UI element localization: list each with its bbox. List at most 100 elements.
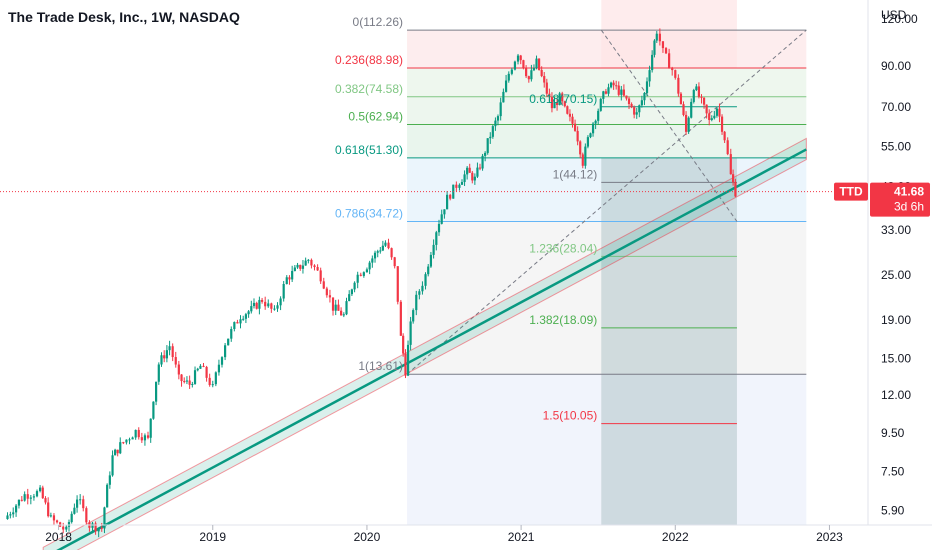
candle-body [379,250,382,252]
candle-body [288,277,291,280]
candle-body [279,298,282,306]
candle-body [690,101,693,118]
candle-body [682,104,685,115]
candle-body [591,123,595,134]
candle-body [94,523,97,532]
fib-ext-label: 1.382(18.09) [529,313,597,327]
candle-body [550,97,554,109]
candle-body [460,182,464,185]
trend-channel [42,137,807,550]
candle-body [421,285,424,292]
price-tick-label: 25.00 [881,268,911,282]
candle-body [723,131,726,141]
candle-body [247,311,250,315]
fib-ext-label: 1.236(28.04) [529,241,597,255]
price-scale[interactable]: USD 120.0090.0070.0055.0043.0033.0025.00… [867,0,932,525]
candle-body [651,54,654,71]
candle-body [322,281,325,289]
candle-body [250,306,253,312]
candle-body [458,184,461,188]
candle-body [67,522,71,527]
candle-body [155,381,158,402]
candle-body [579,141,582,155]
candle-body [220,357,224,365]
candle-body [131,437,134,440]
candle-body [359,274,362,276]
candle-body [38,487,42,492]
candle-body [484,152,487,156]
candle-body [185,380,189,382]
candle-body [440,214,443,224]
fib-ext-label: 1.5(10.05) [543,409,598,423]
candle-body [70,513,73,523]
candle-body [399,301,402,336]
candle-body [188,380,191,385]
candle-body [581,154,584,166]
candle-body [340,310,343,316]
candle-body [270,303,273,309]
candle-body [476,167,479,177]
candle-body [710,118,713,120]
fib-level-label: 0.5(62.94) [348,109,403,123]
candle-body [532,67,536,71]
candle-body [715,108,719,116]
candle-body [466,167,469,175]
time-tick-label: 2021 [508,530,535,544]
candle-body [729,154,732,175]
candle-body [12,512,15,515]
candle-body [664,48,668,54]
candle-body [291,270,294,280]
candle-body [146,435,150,438]
price-tick-label: 90.00 [881,59,911,73]
candle-body [285,277,288,285]
candle-body [522,60,525,69]
candle-body [276,305,279,309]
candle-body [513,61,517,70]
candle-body [174,357,177,365]
candle-body [491,126,494,137]
candle-body [202,365,205,367]
fib-labels-layer: 0(112.26) 0.236(88.98) 0.382(74.58) 0.5(62.… [335,15,597,423]
candle-body [489,136,492,139]
candle-body [697,86,701,97]
candle-body [604,91,608,94]
candle-body [390,248,393,258]
candle-body [640,100,643,106]
candle-body [563,101,566,107]
candle-body [79,499,82,501]
candle-body [718,108,721,117]
last-price-marker: TTD 41.68 3d 6h [0,182,930,217]
candle-body [282,284,285,299]
candle-body [406,344,410,376]
candle-body [708,113,711,120]
candle-body [424,274,427,286]
candle-body [486,138,489,153]
time-scale[interactable]: 2018 2019 2020 2021 2022 2023 [0,524,932,544]
candle-body [519,55,522,61]
candle-body [273,308,276,310]
candle-body [47,502,50,517]
candle-body [573,123,577,131]
time-tick-label: 2020 [354,530,381,544]
candle-body [687,117,690,132]
candle-body [103,507,106,529]
last-price-countdown: 3d 6h [894,200,924,214]
candle-body [108,475,111,485]
candle-body [356,274,359,283]
candle-body [82,499,85,509]
candle-body [692,90,695,102]
trend-channel-layer [42,137,807,550]
candle-body [496,116,500,121]
candle-body [114,449,117,456]
candle-body [227,338,230,346]
candle-body [299,264,302,269]
candle-body [73,507,76,514]
candle-body [679,93,683,105]
price-tick-label: 7.50 [881,464,905,478]
candle-body [568,113,572,117]
candle-body [612,82,615,86]
candle-body [705,104,708,114]
candle-body [244,314,248,319]
candle-body [65,526,68,530]
